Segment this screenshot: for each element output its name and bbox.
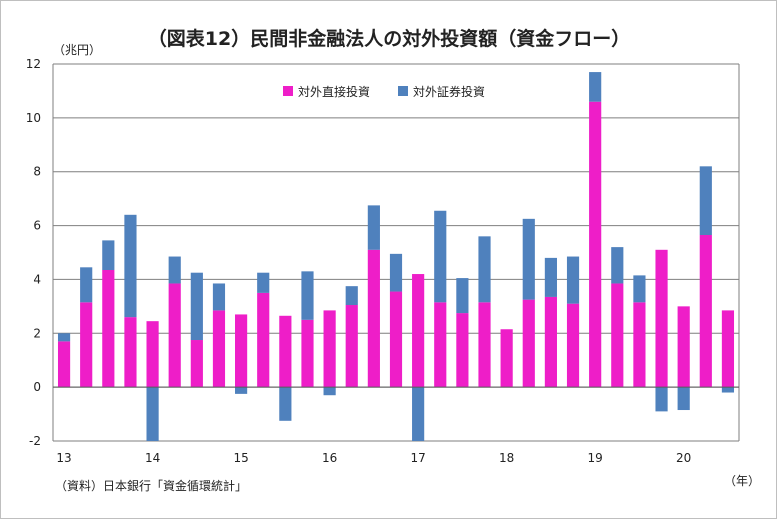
x-tick-label: 18 bbox=[499, 451, 514, 465]
bar-securities-investment bbox=[677, 387, 690, 411]
bar-securities-investment bbox=[589, 72, 602, 102]
y-tick-label: 0 bbox=[33, 380, 41, 394]
bar-securities-investment bbox=[721, 387, 735, 393]
bar-securities-investment bbox=[146, 387, 159, 441]
bar-direct-investment bbox=[500, 329, 513, 388]
legend: 対外直接投資 対外証券投資 bbox=[283, 84, 485, 99]
bar-securities-investment bbox=[168, 256, 181, 284]
bar-securities-investment bbox=[102, 240, 115, 271]
bar-securities-investment bbox=[456, 278, 469, 314]
legend-swatch-securities bbox=[398, 86, 408, 96]
bars bbox=[57, 72, 735, 441]
y-tick-label: 8 bbox=[33, 165, 41, 179]
bar-securities-investment bbox=[412, 387, 425, 441]
source-note: （資料）日本銀行「資金循環統計」 bbox=[55, 478, 247, 493]
bar-direct-investment bbox=[235, 314, 248, 388]
bar-securities-investment bbox=[655, 387, 668, 412]
bar-direct-investment bbox=[345, 305, 358, 388]
bar-direct-investment bbox=[190, 340, 203, 388]
bar-securities-investment bbox=[367, 205, 380, 250]
bar-direct-investment bbox=[168, 283, 181, 388]
bar-direct-investment bbox=[57, 341, 71, 388]
bar-securities-investment bbox=[212, 283, 226, 311]
bar-direct-investment bbox=[611, 283, 624, 388]
bar-securities-investment bbox=[522, 218, 535, 300]
bar-securities-investment bbox=[611, 247, 624, 284]
bar-securities-investment bbox=[389, 253, 403, 292]
bar-direct-investment bbox=[323, 310, 336, 388]
bar-direct-investment bbox=[699, 234, 712, 388]
bar-securities-investment bbox=[345, 286, 358, 306]
bar-direct-investment bbox=[478, 302, 491, 388]
bar-direct-investment bbox=[633, 302, 646, 388]
legend-label-securities: 対外証券投資 bbox=[413, 84, 485, 99]
x-tick-label: 16 bbox=[322, 451, 337, 465]
bar-securities-investment bbox=[323, 387, 336, 396]
bar-direct-investment bbox=[257, 292, 270, 388]
bar-securities-investment bbox=[434, 210, 447, 303]
y-tick-label: 4 bbox=[33, 272, 41, 286]
x-tick-label: 19 bbox=[588, 451, 603, 465]
bar-securities-investment bbox=[478, 236, 491, 303]
bar-direct-investment bbox=[367, 249, 380, 388]
bar-securities-investment bbox=[235, 387, 248, 394]
bar-securities-investment bbox=[699, 166, 712, 235]
x-tick-label: 14 bbox=[145, 451, 160, 465]
y-axis-unit: （兆円） bbox=[53, 43, 101, 57]
bar-securities-investment bbox=[544, 257, 557, 297]
bar-direct-investment bbox=[279, 315, 292, 388]
y-tick-labels: -2 0 2 4 6 8 10 12 bbox=[26, 57, 41, 448]
chart-title: （図表12）民間非金融法人の対外投資額（資金フロー） bbox=[148, 27, 630, 50]
bar-direct-investment bbox=[589, 101, 602, 388]
y-tick-label: 12 bbox=[26, 57, 41, 71]
x-tick-labels: 13 14 15 16 17 18 19 20 bbox=[56, 451, 691, 465]
bar-direct-investment bbox=[301, 319, 314, 388]
bar-direct-investment bbox=[102, 270, 115, 388]
x-tick-label: 13 bbox=[56, 451, 71, 465]
bar-securities-investment bbox=[566, 256, 580, 304]
bar-securities-investment bbox=[124, 214, 137, 318]
bar-direct-investment bbox=[544, 296, 557, 388]
bar-direct-investment bbox=[80, 302, 93, 388]
x-tick-label: 20 bbox=[676, 451, 691, 465]
bar-direct-investment bbox=[434, 302, 447, 388]
bar-direct-investment bbox=[212, 310, 226, 388]
bar-securities-investment bbox=[190, 272, 203, 341]
bar-direct-investment bbox=[146, 321, 159, 388]
bar-direct-investment bbox=[124, 317, 137, 388]
bar-securities-investment bbox=[80, 267, 93, 303]
bar-direct-investment bbox=[389, 291, 403, 388]
axes bbox=[52, 64, 740, 441]
y-tick-label: 6 bbox=[33, 219, 41, 233]
x-tick-label: 15 bbox=[233, 451, 248, 465]
bar-securities-investment bbox=[257, 272, 270, 293]
bar-direct-investment bbox=[566, 303, 580, 388]
bar-direct-investment bbox=[655, 249, 668, 388]
bar-direct-investment bbox=[522, 299, 535, 388]
y-tick-label: 10 bbox=[26, 111, 41, 125]
bar-direct-investment bbox=[456, 313, 469, 388]
bar-securities-investment bbox=[57, 333, 71, 342]
bar-securities-investment bbox=[301, 271, 314, 320]
bar-direct-investment bbox=[677, 306, 690, 388]
legend-swatch-direct bbox=[283, 86, 293, 96]
legend-label-direct: 対外直接投資 bbox=[298, 84, 370, 99]
y-tick-label: 2 bbox=[33, 326, 41, 340]
bar-direct-investment bbox=[721, 310, 735, 388]
bar-securities-investment bbox=[633, 275, 646, 303]
bar-direct-investment bbox=[412, 274, 425, 388]
bar-securities-investment bbox=[279, 387, 292, 421]
y-tick-label: -2 bbox=[29, 434, 41, 448]
x-axis-unit: （年） bbox=[724, 474, 760, 488]
x-tick-label: 17 bbox=[410, 451, 425, 465]
